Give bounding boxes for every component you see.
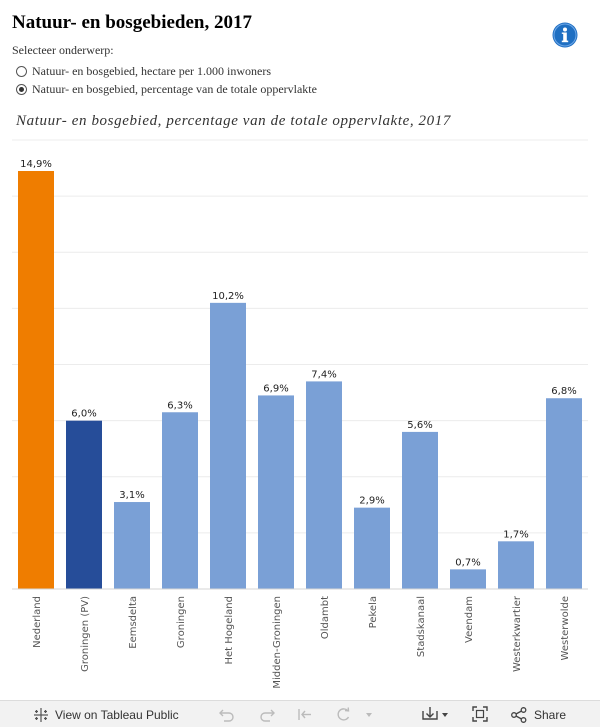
data-label: 6,8% <box>551 386 576 397</box>
bar[interactable] <box>258 395 294 589</box>
x-tick-label: Eemsdelta <box>128 596 139 649</box>
share-button[interactable]: Share <box>510 701 566 728</box>
view-on-tableau-button[interactable]: View on Tableau Public <box>33 701 179 728</box>
x-tick-label: Westerwolde <box>560 596 571 660</box>
fullscreen-icon[interactable] <box>470 701 490 728</box>
x-tick-label: Groningen <box>176 596 187 648</box>
revert-icon[interactable] <box>296 701 314 728</box>
bar[interactable] <box>402 431 438 589</box>
x-tick-label: Groningen (PV) <box>80 596 91 672</box>
selector-label: Selecteer onderwerp: <box>12 43 114 57</box>
x-tick-label: Pekela <box>368 596 379 628</box>
data-label: 14,9% <box>20 159 52 170</box>
x-tick-label: Midden-Groningen <box>272 596 283 689</box>
bar[interactable] <box>114 502 150 589</box>
x-tick-label: Oldambt <box>320 596 331 639</box>
x-tick-label: Veendam <box>464 596 475 643</box>
radio-button-selected-icon[interactable] <box>16 83 27 95</box>
x-tick-label: Het Hogeland <box>224 596 235 665</box>
bar[interactable] <box>210 302 246 589</box>
bar[interactable] <box>354 507 390 589</box>
bar[interactable] <box>162 412 198 589</box>
x-tick-label: Nederland <box>32 596 43 648</box>
data-label: 10,2% <box>212 291 244 302</box>
download-icon[interactable] <box>420 701 452 728</box>
radio-option-percentage[interactable]: Natuur- en bosgebied, percentage van de … <box>16 81 317 97</box>
redo-icon[interactable] <box>258 701 276 728</box>
data-label: 1,7% <box>503 529 528 540</box>
radio-option-hectare[interactable]: Natuur- en bosgebied, hectare per 1.000 … <box>16 63 271 79</box>
bar[interactable] <box>18 171 54 589</box>
radio-option-label: Natuur- en bosgebied, percentage van de … <box>32 81 317 96</box>
data-label: 3,1% <box>119 490 144 501</box>
bar[interactable] <box>498 541 534 589</box>
view-on-tableau-label: View on Tableau Public <box>55 707 179 722</box>
bar-chart: 14,9% Nederland 6,0% Groningen (PV) 3,1% Eems… <box>12 139 588 689</box>
refresh-icon[interactable] <box>334 701 352 728</box>
radio-option-label: Natuur- en bosgebied, hectare per 1.000 … <box>32 63 272 78</box>
dropdown-arrow-icon[interactable] <box>364 701 374 728</box>
data-label: 2,9% <box>359 496 384 507</box>
share-icon <box>511 706 527 723</box>
page-title: Natuur- en bosgebieden, 2017 <box>12 12 252 33</box>
bar[interactable] <box>66 420 102 589</box>
share-label: Share <box>534 707 567 722</box>
data-label: 7,4% <box>311 369 336 380</box>
x-tick-label: Stadskanaal <box>416 596 427 657</box>
info-icon[interactable] <box>552 22 578 48</box>
radio-button-icon[interactable] <box>16 65 27 77</box>
data-label: 5,6% <box>407 420 432 431</box>
footer-toolbar: View on Tableau Public <box>0 700 600 727</box>
x-tick-label: Westerkwartier <box>512 595 523 672</box>
bar[interactable] <box>546 398 582 589</box>
tableau-logo-icon <box>34 707 48 722</box>
bar[interactable] <box>450 569 486 589</box>
data-label: 6,0% <box>71 409 96 420</box>
data-label: 6,9% <box>263 383 288 394</box>
data-label: 6,3% <box>167 400 192 411</box>
data-label: 0,7% <box>455 557 480 568</box>
bar[interactable] <box>306 381 342 589</box>
undo-icon[interactable] <box>218 701 236 728</box>
chart-title: Natuur- en bosgebied, percentage van de … <box>16 113 451 129</box>
